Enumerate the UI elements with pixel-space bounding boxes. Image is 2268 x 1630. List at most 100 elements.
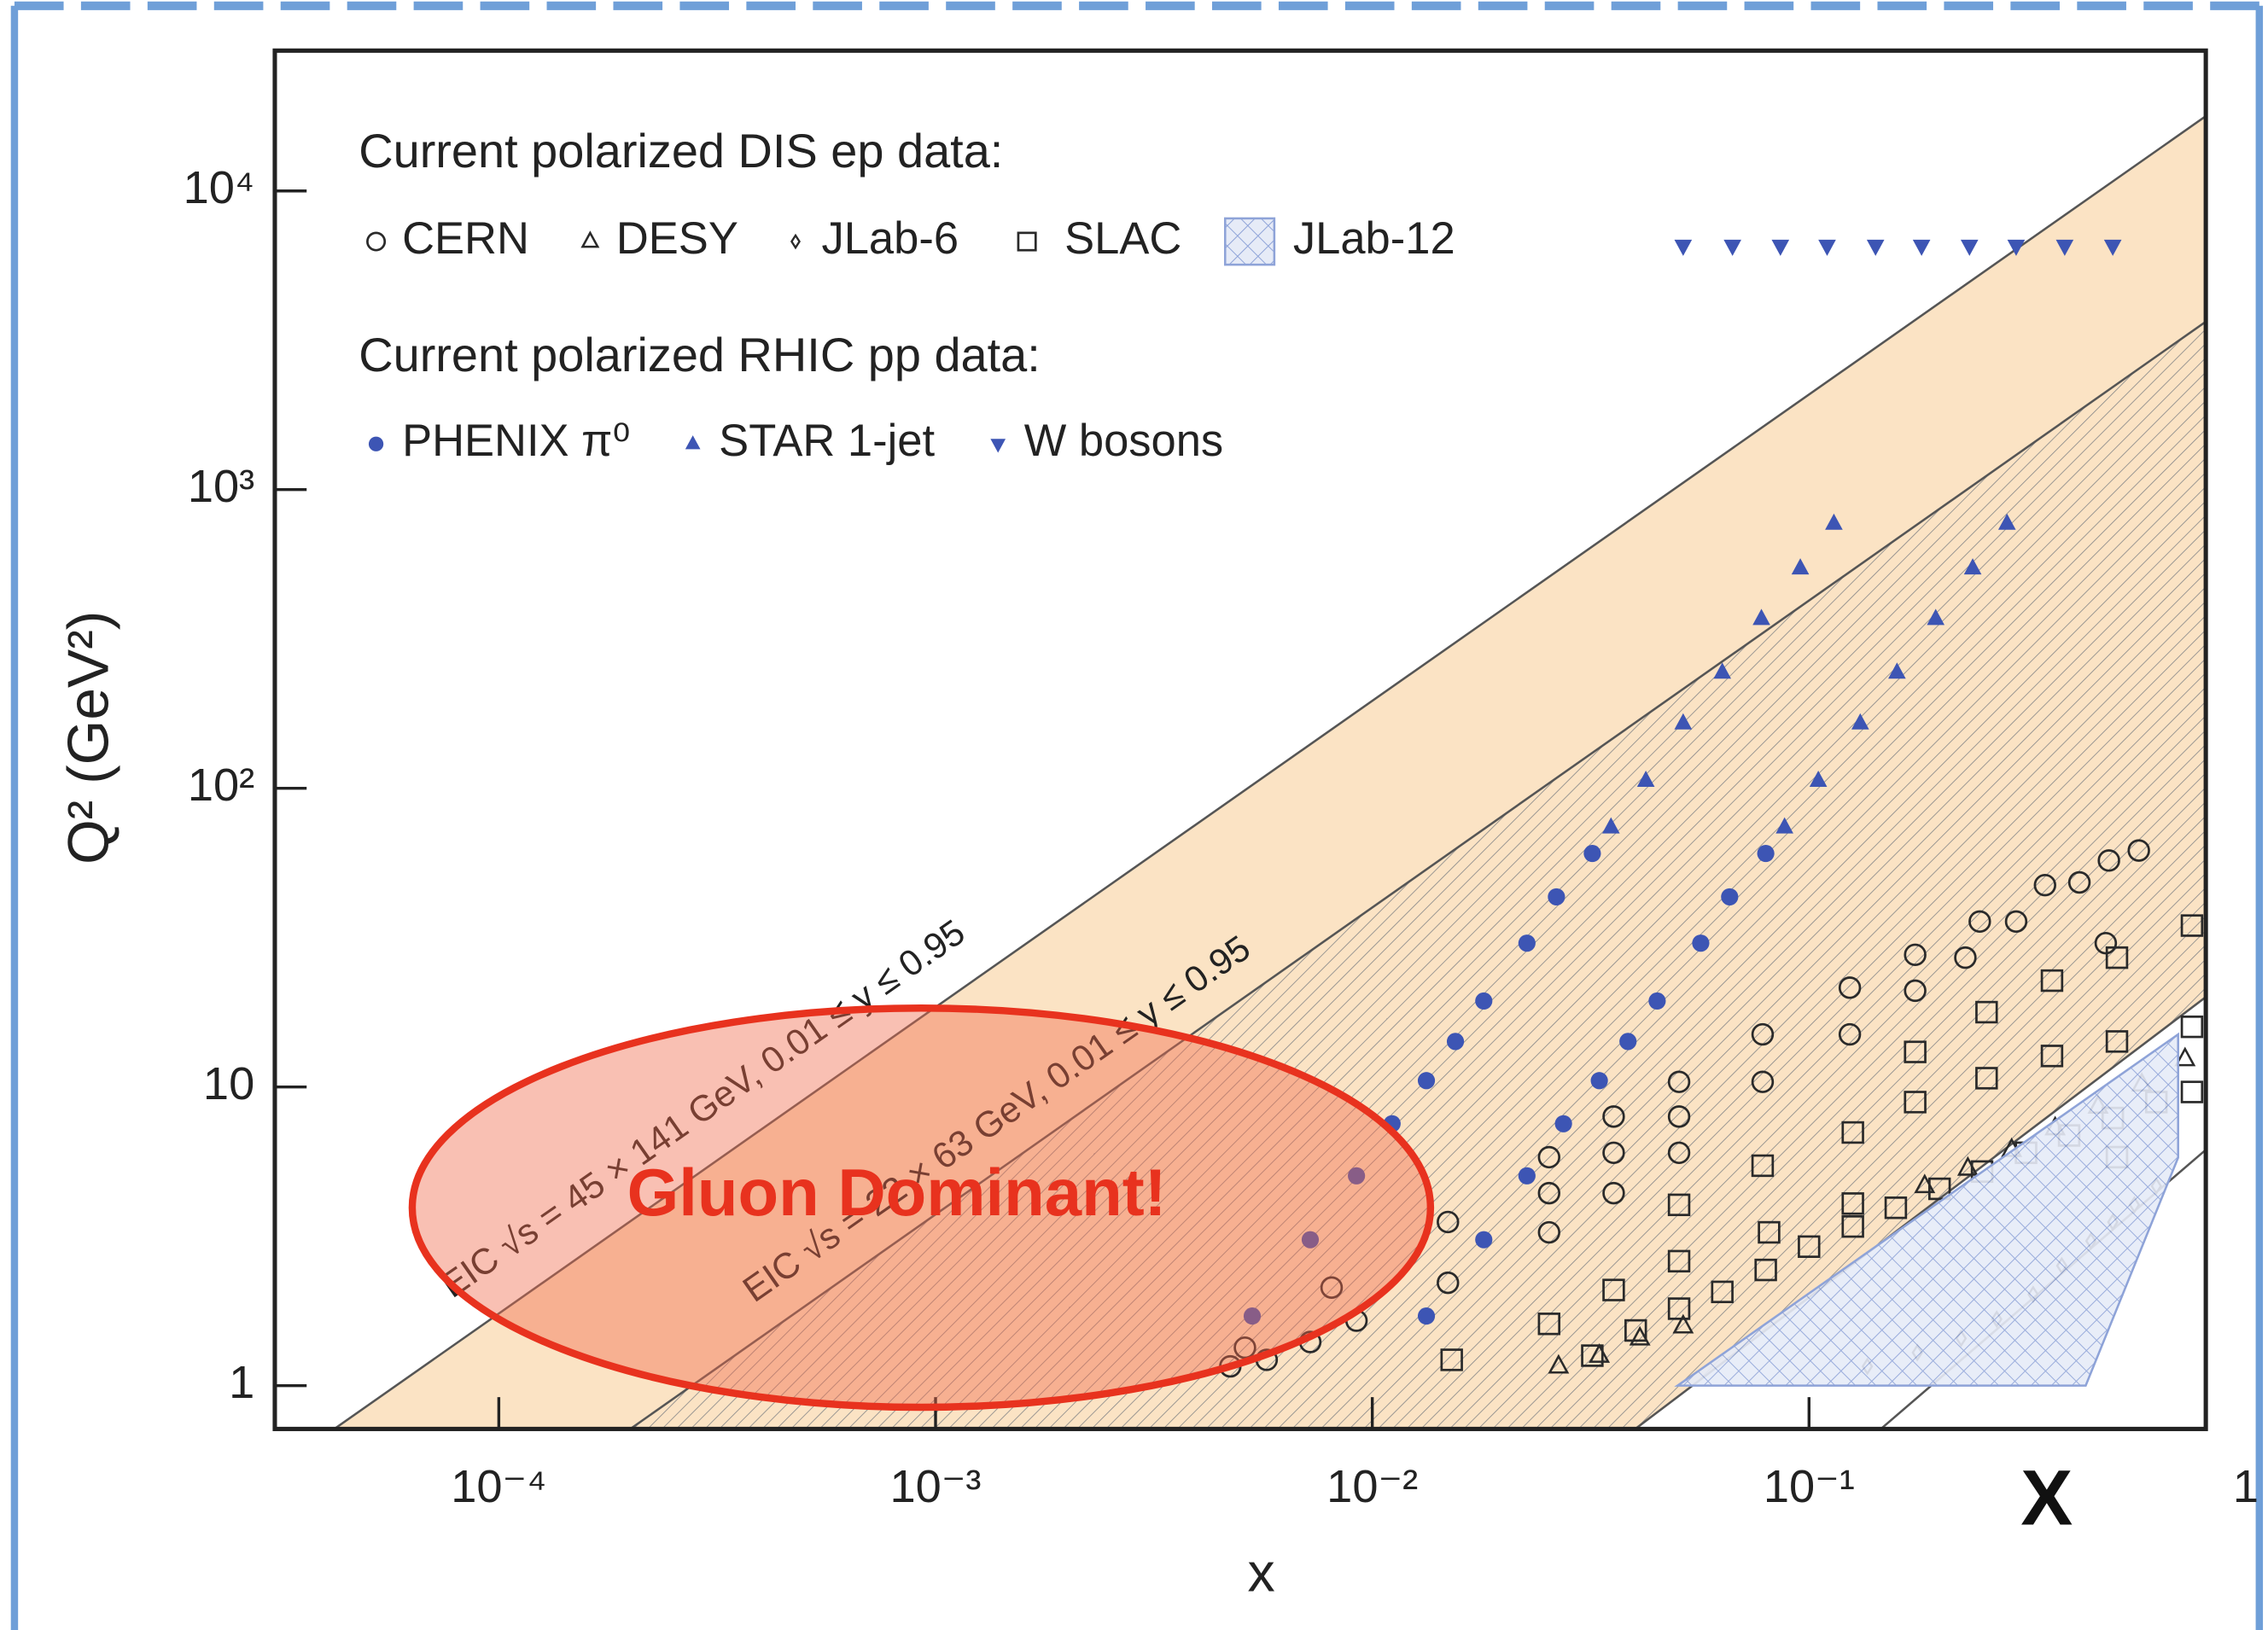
legend-label: CERN (402, 213, 529, 264)
legend-label: SLAC (1064, 213, 1181, 264)
point (1667, 1141, 1691, 1165)
point (1888, 662, 1906, 679)
point (1674, 713, 1693, 730)
x-axis-title: x (1248, 1541, 1275, 1603)
point (1667, 1070, 1691, 1093)
point (1838, 976, 1862, 999)
point (1537, 1313, 1561, 1336)
jlab12-region (1674, 1032, 2179, 1387)
legend-marker (990, 439, 1006, 453)
point (1437, 1210, 1460, 1234)
point (1791, 558, 1810, 575)
y-tick-label: 10² (188, 760, 254, 811)
point (1672, 1313, 1694, 1334)
point (1713, 662, 1732, 679)
point (1884, 1196, 1908, 1220)
point (1301, 1231, 1320, 1249)
legend-title: Current polarized DIS ep data: (359, 124, 1003, 178)
point (1636, 770, 1655, 787)
point (1798, 1235, 1821, 1258)
point (1601, 817, 1620, 834)
point (1841, 1192, 1864, 1215)
legend-label: W bosons (1024, 416, 1223, 466)
point (2105, 1030, 2129, 1053)
x-tick-label: 10⁻⁴ (451, 1461, 546, 1512)
legend-marker (368, 436, 384, 451)
point (1904, 1040, 1927, 1063)
plot-area (333, 115, 2207, 1429)
point (2103, 239, 2122, 256)
point (1809, 770, 1828, 787)
point (1629, 1325, 1651, 1346)
legend-label: PHENIX π⁰ (402, 416, 630, 466)
point (1954, 946, 1977, 969)
point (1912, 239, 1931, 256)
point (1960, 239, 1979, 256)
point (1233, 1336, 1256, 1359)
point (1851, 713, 1869, 730)
point (1841, 1214, 1864, 1238)
point (1667, 1105, 1691, 1128)
point (1757, 844, 1775, 863)
point (2127, 839, 2150, 862)
point (1904, 943, 1927, 967)
highlight-label: Gluon Dominant! (627, 1155, 1167, 1230)
point (1752, 608, 1770, 626)
point (1537, 1145, 1561, 1169)
point (1446, 1033, 1465, 1051)
point (1825, 513, 1843, 530)
legend-marker (580, 230, 600, 248)
point (1758, 1220, 1781, 1244)
point (1619, 1033, 1637, 1051)
point (1602, 1105, 1625, 1128)
point (2055, 239, 2074, 256)
point (1602, 1141, 1625, 1165)
point (1417, 1072, 1436, 1090)
point (1927, 608, 1945, 626)
point (1667, 1249, 1691, 1273)
x-tick-label: 1 (2233, 1461, 2259, 1512)
point (1904, 979, 1927, 1003)
point (1537, 1220, 1561, 1244)
point (1721, 888, 1739, 906)
point (2180, 914, 2204, 937)
point (1775, 817, 1793, 834)
point (2067, 870, 2091, 894)
point (1968, 910, 1991, 934)
x-tick-label: 10⁻³ (890, 1461, 982, 1512)
point (1904, 1091, 1927, 1114)
point (1928, 1177, 1951, 1201)
point (1841, 1121, 1864, 1144)
point (1537, 1181, 1561, 1205)
point (2004, 910, 2028, 934)
legend-marker (685, 435, 701, 450)
legend-label: STAR 1-jet (719, 416, 935, 466)
y-tick-label: 10³ (188, 461, 254, 512)
point (1475, 992, 1493, 1010)
kinematic-line (629, 320, 2207, 1429)
point (2105, 946, 2129, 969)
kinematic-line (333, 115, 2207, 1429)
point (1581, 1344, 1604, 1367)
point (1437, 1271, 1460, 1295)
point (1417, 1307, 1436, 1325)
x-tick-label: 10⁻¹ (1764, 1461, 1855, 1512)
point (2040, 1045, 2064, 1068)
point (1723, 239, 1741, 256)
point (1751, 1022, 1775, 1046)
point (1838, 1022, 1862, 1046)
point (1751, 1154, 1775, 1178)
point (1348, 1167, 1366, 1185)
point (2033, 873, 2056, 897)
point (1963, 558, 1982, 575)
point (1818, 239, 1836, 256)
point (2040, 969, 2064, 993)
point (1648, 992, 1666, 1010)
point (1590, 1072, 1608, 1090)
point (1518, 1167, 1536, 1185)
legend-label: JLab-12 (1293, 213, 1455, 264)
point (1754, 1258, 1777, 1282)
point (1602, 1278, 1625, 1301)
